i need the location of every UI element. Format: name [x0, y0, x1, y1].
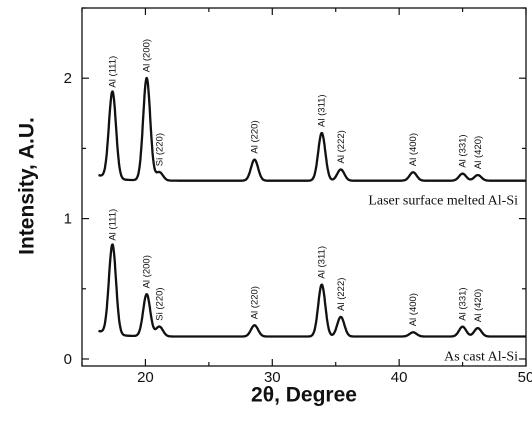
- peak-label: Al (311): [317, 94, 328, 127]
- peak-label: Al (420): [473, 136, 484, 169]
- peak-label: Al (220): [250, 286, 261, 319]
- series-label: As cast Al-Si: [444, 350, 518, 365]
- xrd-trace: [97, 243, 527, 338]
- diffraction-traces: [97, 76, 527, 338]
- axis-ticks: [81, 7, 527, 366]
- x-tick-label: 30: [264, 369, 281, 386]
- x-tick-label: 50: [518, 369, 532, 386]
- x-tick-label: 20: [137, 369, 154, 386]
- trace-labels: Laser surface melted Al-Si As cast Al-Si: [368, 194, 518, 365]
- series-label: Laser surface melted Al-Si: [368, 194, 518, 209]
- x-axis-title: 2θ, Degree: [251, 384, 357, 407]
- peak-label: Al (331): [458, 134, 469, 167]
- y-tick-label: 0: [64, 351, 72, 368]
- x-tick-label: 40: [391, 369, 408, 386]
- peak-label: Al (111): [107, 56, 118, 88]
- peak-label: Al (400): [408, 133, 419, 166]
- peak-label: Si (220): [154, 287, 165, 320]
- xrd-trace: [97, 76, 527, 182]
- peak-label: Al (222): [336, 278, 347, 311]
- peak-labels: Al (111) Al (200)Si (220) Al (220)Al (311)…: [107, 39, 483, 326]
- peak-label: Al (420): [473, 289, 484, 322]
- peak-label: Al (200): [142, 39, 153, 72]
- peak-label: Al (220): [250, 120, 261, 153]
- peak-label: Si (220): [154, 133, 165, 166]
- peak-label: Al (331): [458, 287, 469, 320]
- tick-labels: 20 30 40 50 0 1 2: [64, 70, 532, 386]
- y-tick-label: 1: [64, 211, 72, 228]
- peak-label: Al (111): [107, 209, 118, 241]
- peak-label: Al (222): [336, 130, 347, 163]
- plot-frame: [81, 7, 527, 367]
- y-tick-label: 2: [64, 70, 72, 87]
- peak-label: Al (400): [408, 293, 419, 326]
- peak-label: Al (200): [142, 255, 153, 288]
- peak-label: Al (311): [317, 246, 328, 279]
- y-axis-title: Intensity, A.U.: [16, 117, 39, 255]
